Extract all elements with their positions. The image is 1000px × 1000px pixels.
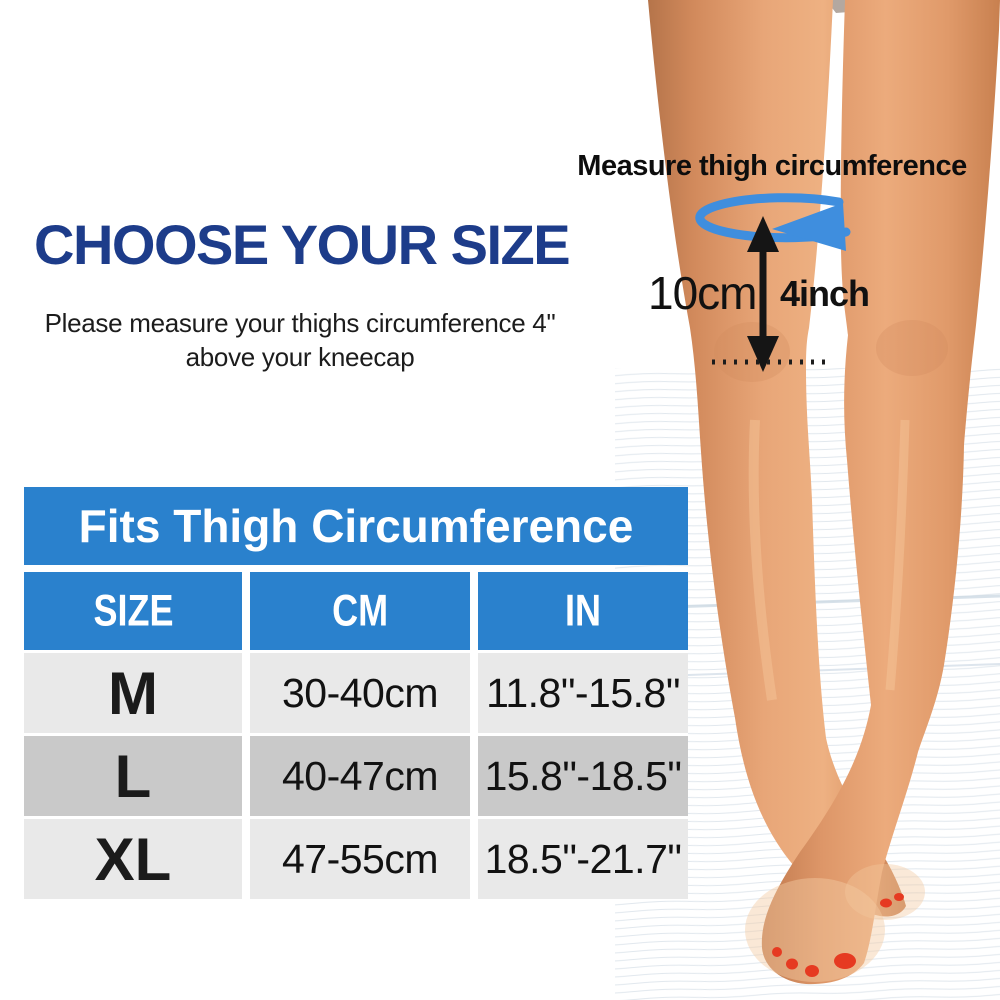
size-l-cm: 40-47cm xyxy=(250,736,470,816)
measure-instruction-label: Measure thigh circumference xyxy=(577,150,967,182)
size-l-label: L xyxy=(24,736,242,816)
subtitle-line-1: Please measure your thighs circumference… xyxy=(44,308,556,338)
size-chart-grid: SIZE CM IN M 30-40cm 11.8"-15.8" L 40-47… xyxy=(24,572,688,899)
size-xl-in: 18.5"-21.7" xyxy=(478,819,688,899)
measure-cm-value: 10cm xyxy=(648,267,757,319)
size-xl-label: XL xyxy=(24,819,242,899)
rotation-arrow-icon xyxy=(695,193,851,251)
size-m-label: M xyxy=(24,653,242,733)
size-m-in: 11.8"-15.8" xyxy=(478,653,688,733)
size-l-in: 15.8"-18.5" xyxy=(478,736,688,816)
size-xl-cm: 47-55cm xyxy=(250,819,470,899)
toenails xyxy=(772,893,904,977)
size-m-cm: 30-40cm xyxy=(250,653,470,733)
column-header-cm: CM xyxy=(250,572,470,650)
column-header-size: SIZE xyxy=(24,572,242,650)
measure-inch-value: 4inch xyxy=(780,273,870,314)
size-chart-title: Fits Thigh Circumference xyxy=(24,487,688,565)
right-leg xyxy=(761,0,1000,985)
vertical-arrow-icon xyxy=(747,216,779,372)
column-header-in: IN xyxy=(478,572,688,650)
size-chart: Fits Thigh Circumference SIZE CM IN M 30… xyxy=(24,487,688,899)
page-subtitle: Please measure your thighs circumference… xyxy=(8,306,592,374)
page-title: CHOOSE YOUR SIZE xyxy=(34,213,571,276)
subtitle-line-2: above your kneecap xyxy=(185,342,415,372)
